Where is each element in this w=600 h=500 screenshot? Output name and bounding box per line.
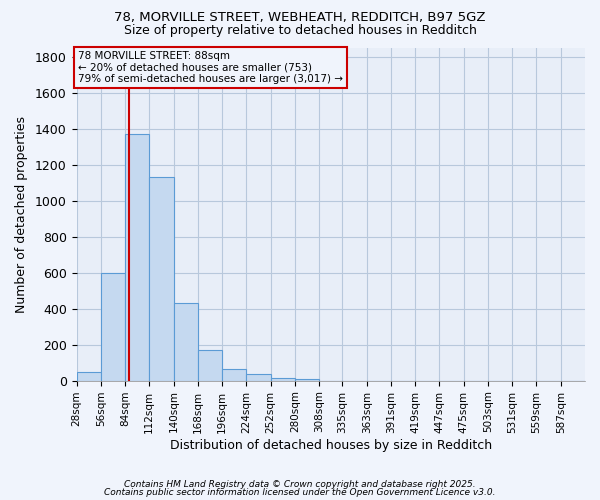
Bar (247, 374, 271, 380)
Bar (173, 304, 198, 380)
Bar (101, 272, 125, 380)
Bar (222, 369, 247, 380)
Bar (149, 177, 173, 380)
Text: 78, MORVILLE STREET, WEBHEATH, REDDITCH, B97 5GZ: 78, MORVILLE STREET, WEBHEATH, REDDITCH,… (114, 11, 486, 24)
Text: Contains HM Land Registry data © Crown copyright and database right 2025.: Contains HM Land Registry data © Crown c… (124, 480, 476, 489)
Text: 78 MORVILLE STREET: 88sqm
← 20% of detached houses are smaller (753)
79% of semi: 78 MORVILLE STREET: 88sqm ← 20% of detac… (78, 51, 343, 84)
Bar (125, 134, 149, 380)
Bar (198, 350, 222, 380)
Y-axis label: Number of detached properties: Number of detached properties (15, 116, 28, 312)
Bar (295, 379, 319, 380)
Text: Contains public sector information licensed under the Open Government Licence v3: Contains public sector information licen… (104, 488, 496, 497)
Text: Size of property relative to detached houses in Redditch: Size of property relative to detached ho… (124, 24, 476, 37)
Bar (77, 372, 101, 380)
Bar (271, 378, 295, 380)
X-axis label: Distribution of detached houses by size in Redditch: Distribution of detached houses by size … (170, 440, 492, 452)
